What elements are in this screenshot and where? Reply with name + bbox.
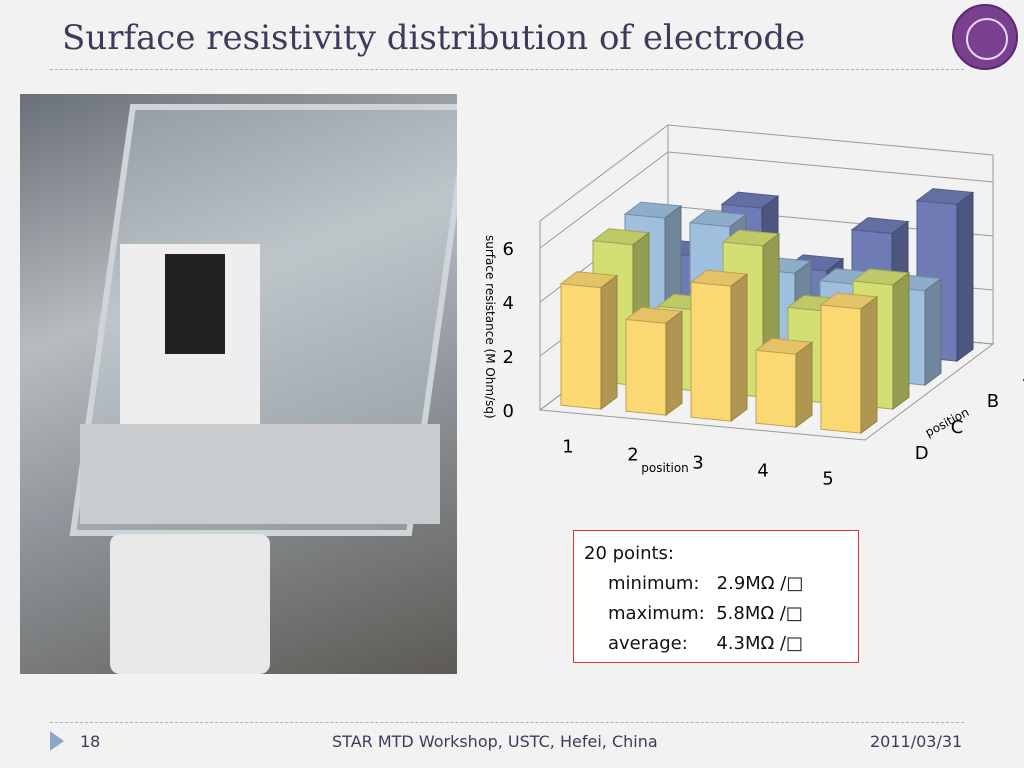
summary-line: minimum: 2.9MΩ /□ xyxy=(608,573,804,594)
slide-title: Surface resistivity distribution of elec… xyxy=(62,18,806,58)
bar-side xyxy=(860,295,878,435)
bar-front xyxy=(820,304,862,434)
bar-side xyxy=(924,277,942,387)
bar-side xyxy=(892,271,910,411)
y-tick-label: 4 xyxy=(503,293,514,314)
legend-label: B xyxy=(987,391,999,412)
bar-side xyxy=(795,341,813,429)
bar xyxy=(819,292,879,435)
bar xyxy=(559,271,619,411)
summary-heading: 20 points: xyxy=(584,543,674,564)
x-axis-title: position xyxy=(641,461,689,475)
bar-side xyxy=(730,273,748,423)
y-tick-label: 6 xyxy=(503,239,514,260)
bar-front xyxy=(560,283,602,410)
page-number: 18 xyxy=(80,732,101,751)
bar xyxy=(624,306,684,417)
bar-side xyxy=(600,274,618,411)
bullet-arrow xyxy=(50,731,64,751)
logo xyxy=(952,4,1018,70)
bar-front xyxy=(755,349,797,428)
bar xyxy=(754,337,814,429)
legend-label: C xyxy=(951,417,964,438)
rule xyxy=(50,69,964,70)
x-tick-label: 1 xyxy=(562,436,573,457)
x-tick-label: 4 xyxy=(757,460,768,481)
depth-axis-title: position xyxy=(923,405,972,440)
grid-line xyxy=(539,151,994,249)
bar xyxy=(689,269,749,423)
x-tick-label: 2 xyxy=(627,444,638,465)
y-tick-label: 0 xyxy=(503,401,514,422)
summary-line: maximum: 5.8MΩ /□ xyxy=(608,603,803,624)
bar-front xyxy=(690,281,732,422)
y-tick-label: 2 xyxy=(503,347,514,368)
bar-side xyxy=(956,191,974,363)
footer-event: STAR MTD Workshop, USTC, Hefei, China xyxy=(332,732,658,751)
legend-label: D xyxy=(915,443,929,464)
x-tick-label: 5 xyxy=(822,468,833,489)
x-tick-label: 3 xyxy=(692,452,703,473)
summary-line: average: 4.3MΩ /□ xyxy=(608,633,804,654)
bar-side xyxy=(665,310,683,417)
summary-box: 20 points: minimum: 2.9MΩ /□ maximum: 5.… xyxy=(573,530,859,663)
y-axis-title: surface resistance (M Ohm/sq) xyxy=(483,235,497,419)
rule xyxy=(50,722,964,723)
bar-front xyxy=(625,318,667,416)
legend-label: A xyxy=(1023,365,1024,386)
footer-date: 2011/03/31 xyxy=(870,732,963,751)
photo xyxy=(20,94,457,674)
